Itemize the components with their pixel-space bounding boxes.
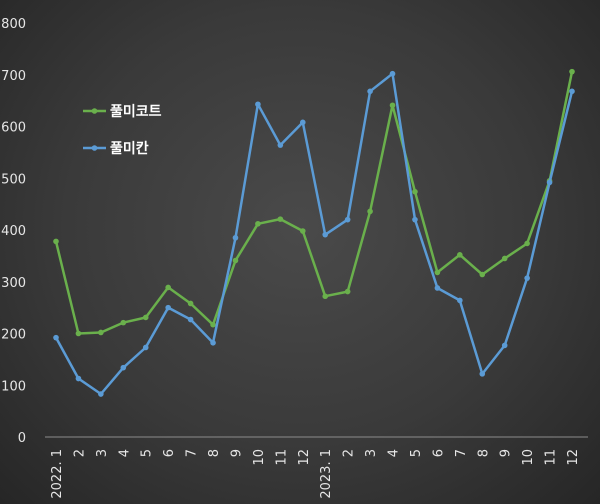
data-point bbox=[389, 70, 396, 77]
x-tick-label: 12 bbox=[297, 449, 312, 466]
data-point bbox=[75, 330, 82, 337]
x-tick-label: 8 bbox=[476, 449, 491, 457]
x-tick-label: 10 bbox=[252, 449, 267, 466]
data-point bbox=[232, 234, 239, 241]
data-point bbox=[75, 375, 82, 382]
data-point bbox=[187, 316, 194, 323]
x-tick-label: 11 bbox=[274, 449, 289, 466]
data-point bbox=[524, 275, 530, 281]
data-point bbox=[501, 342, 508, 349]
data-point bbox=[98, 329, 104, 336]
x-tick-label: 2023. 1 bbox=[319, 449, 334, 499]
data-point bbox=[344, 216, 351, 223]
data-point bbox=[457, 297, 463, 304]
x-tick-label: 2 bbox=[342, 449, 357, 457]
legend-swatch-marker bbox=[91, 108, 98, 114]
data-point bbox=[165, 304, 171, 311]
x-tick-label: 2022. 1 bbox=[50, 449, 65, 499]
data-point bbox=[120, 319, 127, 326]
data-point bbox=[277, 216, 284, 222]
data-point bbox=[412, 216, 418, 223]
data-point bbox=[389, 102, 396, 109]
data-point bbox=[524, 240, 530, 247]
legend-swatch-marker bbox=[91, 145, 98, 151]
x-tick-label: 9 bbox=[499, 449, 514, 457]
x-tick-label: 10 bbox=[521, 449, 536, 466]
y-tick-label: 200 bbox=[1, 328, 26, 343]
data-point bbox=[53, 334, 59, 341]
data-point bbox=[367, 208, 373, 215]
data-point bbox=[165, 284, 171, 291]
x-tick-label: 4 bbox=[387, 449, 402, 457]
data-point bbox=[367, 88, 373, 95]
data-point bbox=[299, 228, 306, 234]
y-tick-label: 800 bbox=[1, 17, 26, 32]
x-tick-label: 2 bbox=[72, 449, 87, 457]
data-point bbox=[479, 271, 486, 278]
data-point bbox=[434, 285, 441, 291]
x-tick-label: 3 bbox=[364, 449, 379, 457]
data-point bbox=[322, 231, 329, 238]
data-point bbox=[255, 220, 261, 227]
x-tick-label: 4 bbox=[117, 449, 132, 457]
data-point bbox=[344, 288, 351, 295]
x-axis-ticks: 2022. 1 2 3 4 5 6 7 8 9 10 11 12 2023. 1 2 3 4 5 6 7 8 9 10 11… bbox=[50, 449, 581, 499]
series-line-0 bbox=[54, 71, 574, 335]
data-point bbox=[142, 344, 149, 351]
series-line-1 bbox=[54, 72, 574, 396]
x-tick-label: 3 bbox=[95, 449, 110, 457]
data-point bbox=[412, 188, 418, 195]
data-point bbox=[210, 321, 216, 328]
y-tick-label: 600 bbox=[1, 121, 26, 136]
y-tick-label: 300 bbox=[1, 276, 26, 291]
x-tick-label: 6 bbox=[431, 449, 446, 457]
x-tick-label: 5 bbox=[140, 449, 155, 457]
series-layer bbox=[53, 68, 575, 397]
data-point bbox=[501, 255, 508, 262]
y-tick-label: 400 bbox=[1, 224, 26, 239]
data-point bbox=[569, 88, 575, 95]
data-point bbox=[187, 300, 194, 307]
data-point bbox=[277, 142, 284, 148]
data-point bbox=[457, 252, 463, 258]
data-point bbox=[53, 238, 59, 245]
x-tick-label: 5 bbox=[409, 449, 424, 457]
data-point bbox=[210, 340, 216, 346]
y-tick-label: 500 bbox=[1, 172, 26, 187]
x-tick-label: 9 bbox=[229, 449, 244, 457]
data-point bbox=[299, 119, 306, 126]
y-tick-label: 100 bbox=[1, 379, 26, 394]
legend-label: 풀미칸 bbox=[110, 140, 149, 157]
data-point bbox=[98, 391, 104, 397]
data-point bbox=[569, 68, 575, 75]
data-point bbox=[232, 257, 239, 264]
x-tick-label: 8 bbox=[207, 449, 222, 457]
data-point bbox=[255, 101, 261, 108]
data-point bbox=[546, 179, 553, 186]
y-axis-ticks: 0 100 200 300 400 500 600 700 800 bbox=[1, 17, 26, 446]
x-tick-label: 12 bbox=[566, 449, 581, 466]
data-point bbox=[322, 293, 329, 300]
y-tick-label: 700 bbox=[1, 69, 26, 84]
data-point bbox=[479, 371, 486, 377]
x-tick-label: 7 bbox=[454, 449, 469, 457]
x-tick-label: 6 bbox=[162, 449, 177, 457]
data-point bbox=[142, 314, 149, 321]
data-point bbox=[434, 269, 441, 276]
y-tick-label: 0 bbox=[18, 431, 26, 446]
x-tick-label: 11 bbox=[544, 449, 559, 466]
data-point bbox=[120, 364, 127, 371]
x-tick-label: 7 bbox=[185, 449, 200, 457]
legend-label: 풀미코트 bbox=[110, 104, 162, 120]
